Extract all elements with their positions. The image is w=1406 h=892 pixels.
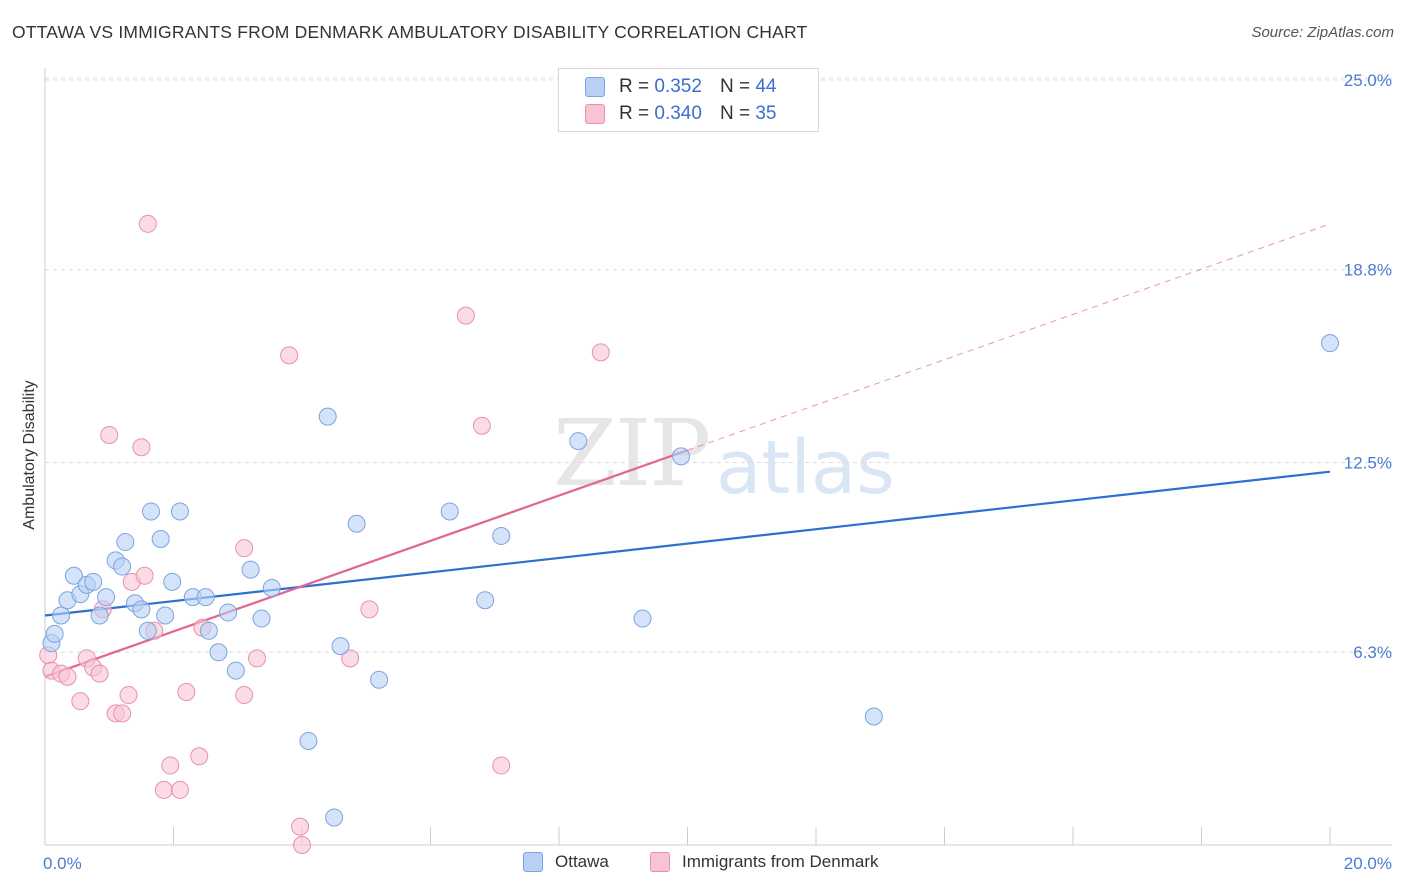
denmark-point bbox=[248, 649, 267, 668]
y-tick-label: 6.3% bbox=[1353, 643, 1392, 662]
ottawa-point bbox=[370, 670, 389, 689]
ottawa-point bbox=[476, 591, 495, 610]
watermark-atlas: atlas bbox=[716, 425, 895, 511]
ottawa-point bbox=[262, 578, 281, 597]
denmark-point bbox=[154, 780, 173, 799]
ottawa-point bbox=[241, 560, 260, 579]
ottawa-point bbox=[633, 609, 652, 628]
n-value: 44 bbox=[755, 76, 777, 97]
denmark-point bbox=[360, 600, 379, 619]
legend-row-ottawa: R = 0.352 N = 44 bbox=[585, 75, 776, 99]
denmark-point bbox=[90, 664, 109, 683]
denmark-point bbox=[341, 649, 360, 668]
ottawa-point bbox=[163, 572, 182, 591]
ottawa-point bbox=[219, 603, 238, 622]
ottawa-point bbox=[156, 606, 175, 625]
ottawa-swatch bbox=[523, 852, 543, 872]
denmark-point bbox=[135, 566, 154, 585]
ottawa-point bbox=[138, 621, 157, 640]
legend-item-denmark: Immigrants from Denmark bbox=[650, 852, 878, 872]
data-points bbox=[39, 214, 1339, 854]
denmark-point bbox=[119, 686, 138, 705]
denmark-point bbox=[190, 747, 209, 766]
ottawa-point bbox=[151, 530, 170, 548]
ottawa-swatch bbox=[585, 77, 605, 97]
denmark-point bbox=[132, 438, 151, 457]
ottawa-point bbox=[299, 731, 318, 750]
denmark-swatch bbox=[585, 104, 605, 124]
denmark-point bbox=[591, 343, 610, 362]
ottawa-point bbox=[331, 637, 350, 656]
denmark-point bbox=[71, 692, 90, 711]
ottawa-point bbox=[84, 572, 103, 591]
y-tick-label: 18.8% bbox=[1344, 261, 1392, 280]
source-label: Source: ZipAtlas.com bbox=[1251, 24, 1394, 41]
ottawa-point bbox=[226, 661, 245, 680]
correlation-legend: R = 0.352 N = 44 R = 0.340 N = 35 bbox=[558, 68, 819, 132]
legend-item-ottawa: Ottawa bbox=[523, 852, 609, 872]
ottawa-point bbox=[132, 600, 151, 619]
denmark-point bbox=[472, 416, 491, 435]
n-label: N = bbox=[719, 76, 751, 97]
tick-labels: 6.3% 12.5% 18.8% 25.0% 0.0% 20.0% bbox=[43, 71, 1392, 873]
ottawa-point bbox=[672, 447, 691, 466]
denmark-point bbox=[58, 667, 77, 686]
y-tick-label: 25.0% bbox=[1344, 71, 1392, 90]
axes bbox=[44, 68, 1392, 846]
legend-label-ottawa: Ottawa bbox=[555, 852, 609, 871]
r-value: 0.352 bbox=[654, 76, 702, 97]
legend-row-denmark: R = 0.340 N = 35 bbox=[585, 102, 776, 126]
ottawa-point bbox=[52, 606, 71, 625]
denmark-point bbox=[235, 539, 254, 558]
x-tick-label: 0.0% bbox=[43, 854, 82, 873]
ottawa-point bbox=[569, 432, 588, 451]
chart-title: OTTAWA VS IMMIGRANTS FROM DENMARK AMBULA… bbox=[12, 22, 808, 42]
denmark-swatch bbox=[650, 852, 670, 872]
denmark-point bbox=[138, 214, 157, 233]
denmark-trend-extension bbox=[687, 223, 1331, 451]
denmark-point bbox=[293, 836, 311, 854]
denmark-point bbox=[170, 780, 189, 799]
ottawa-point bbox=[492, 526, 511, 545]
legend-label-denmark: Immigrants from Denmark bbox=[682, 852, 879, 871]
denmark-point bbox=[492, 756, 511, 775]
ottawa-point bbox=[252, 609, 271, 628]
ottawa-trend-line bbox=[44, 470, 1331, 617]
ottawa-point bbox=[318, 407, 337, 426]
ottawa-point bbox=[347, 514, 366, 533]
denmark-point bbox=[235, 686, 254, 705]
ottawa-point bbox=[864, 707, 883, 726]
denmark-trend-line bbox=[44, 449, 688, 678]
ottawa-point bbox=[209, 643, 228, 662]
ottawa-point bbox=[90, 606, 109, 625]
r-label: R = bbox=[619, 76, 650, 97]
ottawa-point bbox=[199, 621, 218, 640]
ottawa-point bbox=[196, 588, 215, 607]
ottawa-point bbox=[325, 808, 344, 827]
n-label: N = bbox=[719, 103, 751, 124]
ottawa-point bbox=[64, 566, 83, 585]
r-label: R = bbox=[619, 103, 650, 124]
denmark-point bbox=[177, 683, 196, 701]
ottawa-point bbox=[97, 588, 116, 607]
r-value: 0.340 bbox=[654, 103, 702, 124]
x-tick-label: 20.0% bbox=[1344, 854, 1392, 873]
denmark-point bbox=[113, 704, 132, 723]
n-value: 35 bbox=[755, 103, 777, 124]
ottawa-point bbox=[170, 502, 189, 521]
ottawa-point bbox=[440, 502, 459, 521]
ottawa-point bbox=[142, 502, 161, 521]
denmark-point bbox=[100, 425, 119, 444]
denmark-point bbox=[291, 817, 310, 836]
series-legend: Ottawa Immigrants from Denmark bbox=[0, 852, 1406, 876]
ottawa-point bbox=[113, 557, 132, 576]
ottawa-point bbox=[45, 624, 64, 643]
denmark-point bbox=[161, 756, 180, 775]
denmark-point bbox=[280, 346, 299, 365]
denmark-point bbox=[456, 306, 475, 325]
y-tick-label: 12.5% bbox=[1344, 454, 1392, 473]
ottawa-point bbox=[1321, 334, 1339, 353]
ottawa-point bbox=[116, 533, 135, 552]
